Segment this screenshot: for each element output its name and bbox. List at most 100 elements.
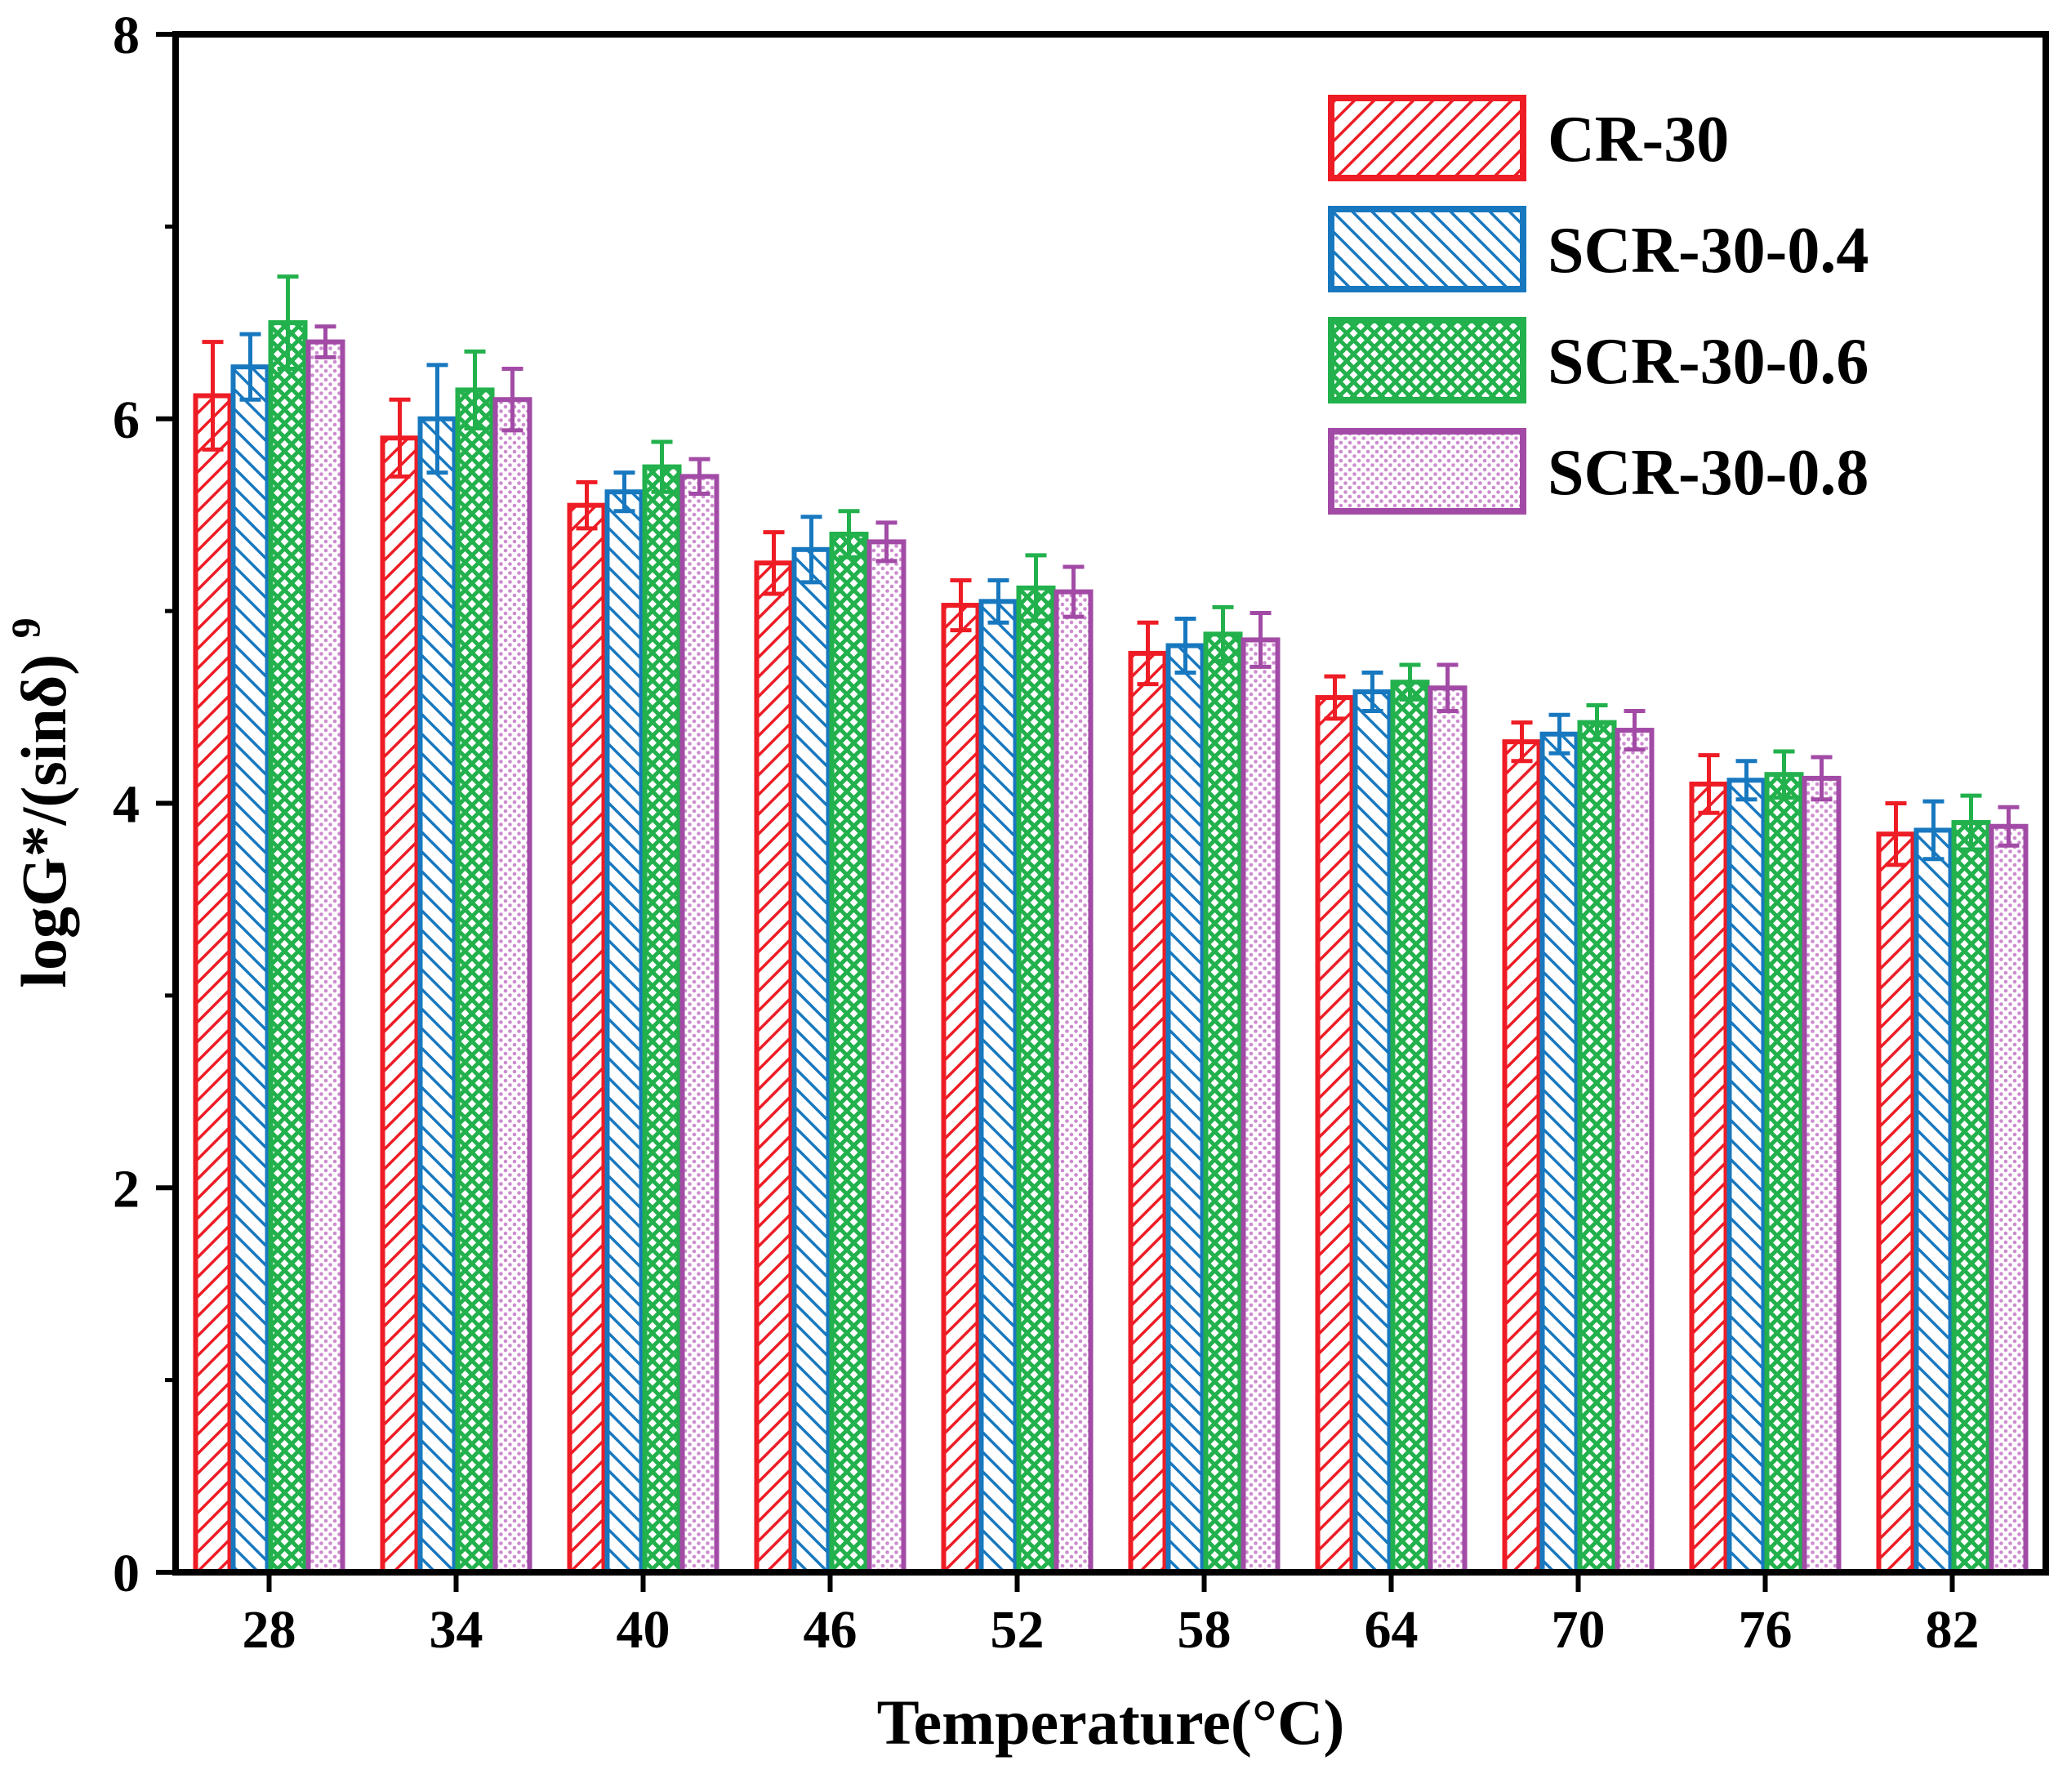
bar-SCR-30-0.8-52 <box>1054 589 1094 1575</box>
bar-SCR-30-0.4-64 <box>1352 689 1392 1575</box>
bar-SCR-30-0.4-58 <box>1165 643 1205 1575</box>
error-bar-CR-30-40 <box>576 479 598 531</box>
error-bar-SCR-30-0.4-58 <box>1174 617 1196 675</box>
error-bar-SCR-30-0.6-40 <box>651 439 673 494</box>
error-bar-CR-30-70 <box>1511 720 1533 764</box>
x-tick-label: 58 <box>1178 1600 1232 1660</box>
error-bar-SCR-30-0.4-34 <box>426 363 448 475</box>
error-bar-SCR-30-0.6-82 <box>1960 793 1982 852</box>
legend: CR-30 SCR-30-0.4 SCR-30-0.6 SCR-30-0.8 <box>1328 95 1869 515</box>
error-bar-SCR-30-0.6-46 <box>838 509 860 559</box>
bar-CR-30-52 <box>941 603 981 1575</box>
error-bar-SCR-30-0.8-82 <box>1998 805 2020 848</box>
x-tick-label: 28 <box>243 1600 296 1660</box>
x-tick-label: 40 <box>617 1600 670 1660</box>
y-tick-label: 6 <box>113 390 140 450</box>
bar-SCR-30-0.8-82 <box>1989 823 2029 1575</box>
y-tick-label: 4 <box>113 775 140 835</box>
error-bar-SCR-30-0.4-82 <box>1922 799 1944 862</box>
bar-CR-30-40 <box>567 502 607 1576</box>
error-bar-CR-30-28 <box>202 340 224 452</box>
bar-SCR-30-0.6-28 <box>268 320 308 1575</box>
bar-SCR-30-0.4-40 <box>604 489 644 1575</box>
bar-SCR-30-0.4-70 <box>1539 731 1579 1575</box>
x-tick-label: 52 <box>991 1600 1045 1660</box>
error-bar-SCR-30-0.8-40 <box>688 457 711 497</box>
error-bar-SCR-30-0.4-70 <box>1548 712 1570 756</box>
bar-SCR-30-0.6-52 <box>1016 585 1056 1575</box>
bar-SCR-30-0.8-34 <box>492 397 532 1575</box>
x-tick-label: 46 <box>804 1600 858 1660</box>
bar-SCR-30-0.8-64 <box>1428 685 1468 1575</box>
error-bar-SCR-30-0.6-64 <box>1399 662 1421 702</box>
error-bar-CR-30-52 <box>950 577 972 633</box>
bar-SCR-30-0.4-34 <box>417 416 457 1575</box>
error-bar-SCR-30-0.8-76 <box>1811 755 1833 802</box>
y-axis-title-main: logG*/(sinδ) <box>8 654 79 988</box>
bar-CR-30-34 <box>380 435 420 1575</box>
x-axis-title: Temperature(°C) <box>877 1687 1345 1758</box>
legend-label-CR-30: CR-30 <box>1548 104 1729 176</box>
legend-label-SCR-30-0.4: SCR-30-0.4 <box>1548 215 1869 287</box>
bar-SCR-30-0.8-58 <box>1241 637 1281 1575</box>
error-bar-SCR-30-0.8-46 <box>875 520 898 564</box>
error-bar-SCR-30-0.6-28 <box>277 274 299 372</box>
legend-swatch-CR-30 <box>1328 95 1526 181</box>
legend-label-SCR-30-0.6: SCR-30-0.6 <box>1548 326 1869 398</box>
error-bar-SCR-30-0.8-28 <box>314 324 336 359</box>
bar-SCR-30-0.8-46 <box>866 539 907 1575</box>
bar-CR-30-58 <box>1128 650 1168 1575</box>
bar-CR-30-70 <box>1502 739 1542 1575</box>
error-bar-CR-30-64 <box>1324 674 1346 721</box>
error-bar-SCR-30-0.8-34 <box>501 367 523 433</box>
bar-SCR-30-0.8-70 <box>1615 728 1655 1575</box>
error-bar-SCR-30-0.4-40 <box>613 470 635 514</box>
y-axis-title: logG*/(sinδ) 9 <box>2 617 79 987</box>
error-bar-SCR-30-0.4-76 <box>1735 759 1757 802</box>
bar-SCR-30-0.6-82 <box>1951 820 1991 1575</box>
error-bar-CR-30-34 <box>389 397 411 479</box>
bar-CR-30-82 <box>1876 831 1916 1575</box>
error-bar-SCR-30-0.8-52 <box>1062 564 1085 619</box>
x-tick-label: 82 <box>1926 1600 1980 1660</box>
error-bar-SCR-30-0.4-64 <box>1361 670 1383 714</box>
legend-swatch-SCR-30-0.6 <box>1328 317 1526 403</box>
error-bar-SCR-30-0.8-58 <box>1250 610 1272 669</box>
x-tick-label: 76 <box>1739 1600 1793 1660</box>
bar-SCR-30-0.6-46 <box>829 531 869 1575</box>
error-bar-SCR-30-0.6-58 <box>1212 604 1234 663</box>
bar-SCR-30-0.4-52 <box>978 599 1018 1576</box>
error-bar-SCR-30-0.8-70 <box>1624 709 1646 752</box>
error-bar-SCR-30-0.6-70 <box>1586 702 1608 742</box>
bar-SCR-30-0.4-46 <box>791 546 831 1575</box>
bar-SCR-30-0.4-28 <box>230 364 270 1576</box>
error-bar-CR-30-46 <box>763 530 785 596</box>
x-tick-label: 34 <box>430 1600 483 1660</box>
bar-CR-30-28 <box>193 393 233 1575</box>
error-bar-SCR-30-0.4-52 <box>987 577 1009 625</box>
error-bar-CR-30-58 <box>1137 620 1159 687</box>
error-bar-SCR-30-0.4-46 <box>800 515 822 585</box>
y-tick-label: 2 <box>113 1159 140 1219</box>
plot-area <box>193 274 2029 1576</box>
bar-SCR-30-0.8-40 <box>679 474 719 1575</box>
error-bar-SCR-30-0.8-64 <box>1437 662 1459 714</box>
bar-SCR-30-0.6-76 <box>1764 772 1804 1575</box>
bar-CR-30-64 <box>1315 695 1355 1576</box>
bar-SCR-30-0.6-64 <box>1390 680 1430 1575</box>
error-bar-CR-30-82 <box>1885 801 1907 867</box>
x-tick-label: 70 <box>1552 1600 1606 1660</box>
legend-swatch-SCR-30-0.4 <box>1328 206 1526 292</box>
x-tick-label: 64 <box>1365 1600 1419 1660</box>
error-bar-SCR-30-0.6-52 <box>1025 553 1047 623</box>
error-bar-SCR-30-0.4-28 <box>239 332 261 402</box>
bar-SCR-30-0.4-82 <box>1913 827 1953 1575</box>
bar-SCR-30-0.8-76 <box>1802 775 1842 1575</box>
bar-SCR-30-0.6-34 <box>455 387 495 1576</box>
y-tick-label: 0 <box>113 1544 140 1603</box>
bar-SCR-30-0.6-58 <box>1203 631 1243 1575</box>
legend-swatch-SCR-30-0.8 <box>1328 428 1526 515</box>
